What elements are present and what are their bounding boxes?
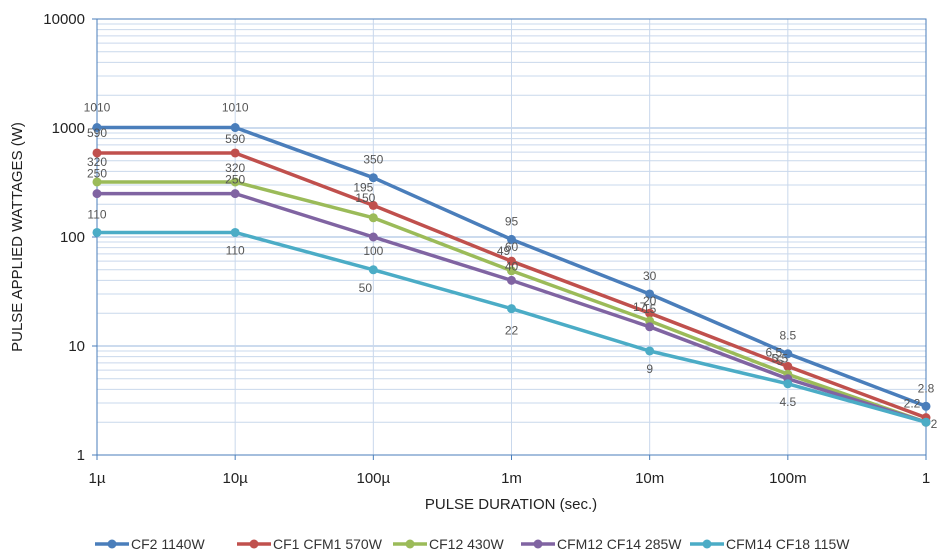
legend-label: CF12 430W [429, 536, 504, 552]
x-tick-label: 100µ [356, 470, 390, 487]
data-point [369, 213, 378, 222]
data-point [645, 346, 654, 355]
data-label: 590 [87, 126, 107, 140]
data-label: 50 [359, 281, 373, 295]
data-label: 590 [225, 132, 245, 146]
data-point [93, 228, 102, 237]
x-tick-label: 1µ [89, 470, 106, 487]
data-label: 22 [505, 324, 519, 338]
data-point [231, 148, 240, 157]
data-label: 1010 [84, 101, 111, 115]
data-label: 110 [226, 243, 245, 257]
data-label: 2.2 [904, 397, 921, 411]
data-point [231, 123, 240, 132]
data-label: 4.5 [779, 395, 796, 409]
x-tick-label: 10m [635, 470, 664, 487]
data-point [645, 322, 654, 331]
data-point [369, 265, 378, 274]
x-tick-label: 100m [769, 470, 807, 487]
data-point [922, 402, 931, 411]
y-tick-label: 1 [77, 447, 85, 464]
data-label: 40 [505, 259, 519, 273]
data-label: 2 [931, 417, 938, 431]
legend-marker [108, 540, 117, 549]
x-tick-label: 1 [922, 470, 930, 487]
data-point [231, 189, 240, 198]
data-label: 110 [87, 207, 106, 221]
data-point [783, 379, 792, 388]
legend-marker [703, 540, 712, 549]
data-label: 150 [355, 191, 375, 205]
data-point [507, 304, 516, 313]
data-point [231, 228, 240, 237]
y-axis-ticks: 1 10 100 1000 10000 [43, 11, 97, 464]
y-tick-label: 10000 [43, 11, 85, 28]
legend-label: CF2 1140W [131, 536, 205, 552]
data-label: 1010 [222, 101, 249, 115]
legend-label: CFM12 CF14 285W [557, 536, 682, 552]
y-tick-label: 10 [68, 338, 85, 355]
data-label: 8.5 [779, 329, 796, 343]
data-point [922, 418, 931, 427]
data-label: 95 [505, 214, 519, 228]
y-tick-label: 100 [60, 229, 85, 246]
legend-marker [250, 540, 259, 549]
legend-label: CFM14 CF18 115W [726, 536, 850, 552]
y-tick-label: 1000 [52, 120, 85, 137]
data-point [93, 189, 102, 198]
data-point [507, 276, 516, 285]
data-point [369, 233, 378, 242]
data-label: 9 [646, 362, 653, 376]
data-label: 15 [643, 302, 657, 316]
data-label: 250 [225, 173, 245, 187]
data-label: 5 [776, 354, 783, 368]
x-axis-title: PULSE DURATION (sec.) [425, 496, 597, 513]
data-label: 350 [363, 153, 383, 167]
data-label: 49 [497, 244, 511, 258]
x-tick-label: 1m [501, 470, 522, 487]
x-tick-label: 10µ [223, 470, 249, 487]
data-label: 100 [363, 244, 383, 258]
legend-label: CF1 CFM1 570W [273, 536, 383, 552]
data-label: 2.8 [918, 381, 935, 395]
x-axis-ticks: 1µ 10µ 100µ 1m 10m 100m 1 [89, 455, 931, 487]
legend-marker [406, 540, 415, 549]
legend-marker [534, 540, 543, 549]
legend: CF2 1140W CF1 CFM1 570W CF12 430W CFM12 CF1… [95, 536, 850, 552]
y-axis-title: PULSE APPLIED WATTAGES (W) [9, 122, 26, 352]
data-label: 250 [87, 167, 107, 181]
data-label: 30 [643, 269, 657, 283]
